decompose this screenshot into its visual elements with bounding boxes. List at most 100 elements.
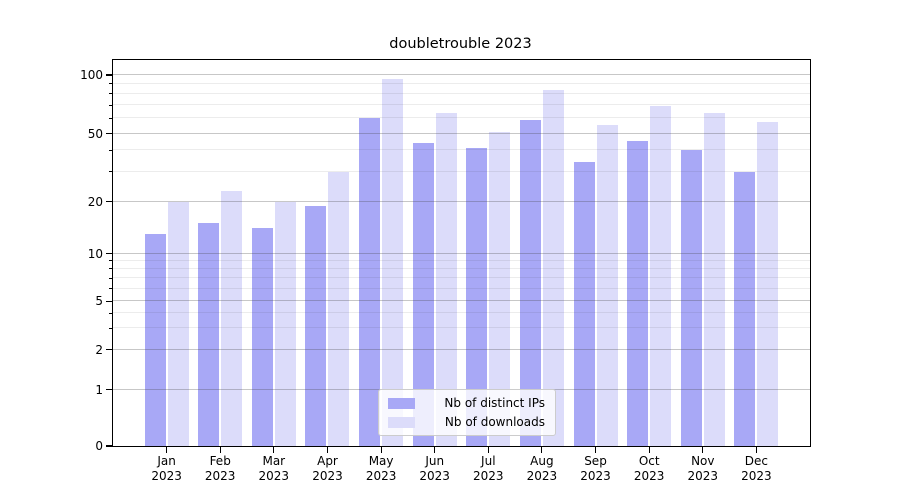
- x-tick-label-jan: Jan 2023: [151, 454, 182, 483]
- bar-aug-distinct-ips: [519, 119, 541, 446]
- y-minor-tick-8: [109, 268, 113, 270]
- y-tick-20: [106, 200, 113, 203]
- x-tick-label-dec: Dec 2023: [741, 454, 772, 483]
- y-tick-label-20: 20: [87, 194, 103, 209]
- major-gridline-50: [113, 132, 810, 134]
- x-tick-label-apr: Apr 2023: [312, 454, 343, 483]
- x-tick-label-jun: Jun 2023: [419, 454, 450, 483]
- minor-gridline-30: [113, 170, 810, 172]
- bar-apr-downloads: [328, 171, 350, 446]
- bar-sep-downloads: [596, 125, 618, 446]
- y-tick-10: [106, 252, 113, 254]
- legend-swatch-distinct-ips: [388, 397, 415, 409]
- legend-label-downloads: Nb of downloads: [444, 415, 545, 429]
- bar-jul-distinct-ips: [466, 148, 488, 446]
- x-tick-nov: [702, 446, 704, 453]
- y-tick-1: [106, 388, 113, 391]
- bar-aug-downloads: [542, 89, 564, 446]
- y-tick-50: [106, 132, 113, 134]
- y-minor-tick-3: [109, 327, 113, 329]
- x-tick-label-oct: Oct 2023: [633, 454, 665, 483]
- y-tick-5: [106, 300, 113, 302]
- y-tick-label-5: 5: [95, 294, 103, 309]
- x-tick-sep: [594, 446, 597, 453]
- major-gridline-20: [113, 200, 810, 202]
- minor-gridline-90: [113, 82, 810, 84]
- x-tick-jan: [166, 446, 168, 453]
- y-minor-tick-7: [109, 277, 113, 279]
- bar-feb-downloads: [221, 191, 243, 446]
- minor-gridline-70: [113, 104, 810, 106]
- minor-gridline-9: [113, 259, 810, 261]
- minor-gridline-3: [113, 327, 810, 329]
- axis-layer: 0 1 2 5 10 20 50 100 Jan 2023 Feb 2023 Mar 2023 Apr 202…: [80, 60, 810, 483]
- minor-gridline-60: [113, 117, 810, 119]
- y-tick-100: [106, 74, 113, 76]
- x-tick-label-sep: Sep 2023: [580, 454, 611, 483]
- minor-gridline-6: [113, 287, 810, 289]
- x-tick-aug: [541, 446, 543, 453]
- bar-may-distinct-ips: [359, 118, 381, 446]
- legend-label-distinct-ips: Nb of distinct IPs: [444, 396, 545, 410]
- minor-gridline-40: [113, 149, 810, 151]
- bar-dec-distinct-ips: [734, 171, 756, 446]
- y-tick-label-100: 100: [80, 68, 103, 82]
- x-tick-label-aug: Aug 2023: [526, 454, 558, 483]
- y-minor-tick-80: [109, 93, 113, 95]
- y-minor-tick-9: [109, 260, 113, 262]
- bar-may-downloads: [382, 79, 404, 446]
- x-tick-label-feb: Feb 2023: [204, 454, 236, 483]
- x-tick-jul: [487, 446, 489, 453]
- y-tick-label-0: 0: [95, 439, 103, 453]
- bar-nov-distinct-ips: [680, 150, 702, 446]
- y-minor-tick-90: [109, 83, 113, 85]
- bar-oct-downloads: [650, 106, 672, 446]
- y-minor-tick-4: [109, 312, 113, 314]
- x-tick-mar: [273, 446, 275, 453]
- y-tick-label-1: 1: [95, 382, 103, 397]
- x-tick-label-may: May 2023: [365, 454, 397, 483]
- bar-dec-downloads: [757, 122, 779, 446]
- bar-jun-distinct-ips: [412, 143, 434, 446]
- legend-item-distinct-ips: Nb of distinct IPs: [388, 396, 545, 410]
- major-gridline-10: [113, 252, 810, 254]
- bar-mar-downloads: [274, 201, 296, 446]
- y-tick-label-50: 50: [87, 126, 103, 141]
- x-tick-dec: [755, 446, 757, 453]
- bar-jun-downloads: [435, 112, 457, 446]
- grid-layer: [113, 60, 810, 446]
- minor-gridline-80: [113, 92, 810, 94]
- chart-title: doubletrouble 2023: [389, 36, 532, 52]
- x-tick-label-mar: Mar 2023: [258, 454, 290, 483]
- legend-item-downloads: Nb of downloads: [388, 415, 545, 429]
- bar-nov-downloads: [703, 112, 725, 446]
- minor-gridline-4: [113, 312, 810, 314]
- y-minor-tick-6: [109, 288, 113, 290]
- x-tick-oct: [648, 446, 650, 453]
- bar-mar-distinct-ips: [251, 228, 273, 446]
- minor-gridline-7: [113, 277, 810, 279]
- y-tick-2: [106, 349, 113, 351]
- plot-area: 0 1 2 5 10 20 50 100 Jan 2023 Feb 2023 Mar 2023 Apr 202…: [80, 59, 811, 483]
- minor-gridline-8: [113, 267, 810, 269]
- x-tick-may: [380, 446, 382, 453]
- y-minor-tick-30: [109, 171, 113, 172]
- bar-feb-distinct-ips: [198, 223, 220, 446]
- major-gridline-100: [113, 74, 810, 75]
- bars-layer: [113, 60, 810, 446]
- x-tick-label-nov: Nov 2023: [687, 454, 719, 483]
- major-gridline-2: [113, 348, 810, 350]
- bar-jul-downloads: [489, 131, 511, 446]
- y-minor-tick-40: [109, 149, 113, 151]
- y-minor-tick-60: [109, 117, 113, 119]
- y-tick-label-2: 2: [95, 342, 103, 357]
- x-tick-apr: [326, 446, 329, 453]
- bar-sep-distinct-ips: [573, 162, 595, 446]
- bar-oct-distinct-ips: [627, 141, 649, 446]
- x-tick-label-jul: Jul 2023: [473, 454, 504, 483]
- y-minor-tick-70: [109, 104, 113, 106]
- bar-jan-distinct-ips: [144, 233, 166, 446]
- major-gridline-5: [113, 300, 810, 302]
- y-tick-label-10: 10: [87, 246, 103, 261]
